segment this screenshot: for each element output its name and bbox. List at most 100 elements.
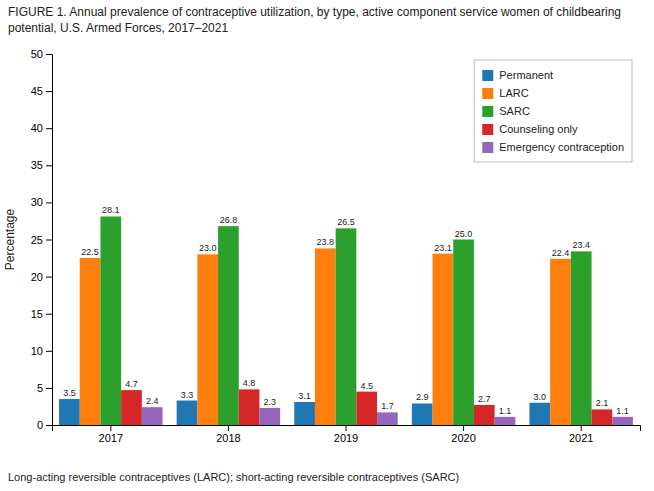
bar (356, 392, 377, 425)
legend-label: Permanent (499, 69, 553, 81)
y-tick-mark (46, 165, 52, 166)
x-tick: 2019 (334, 425, 358, 444)
data-label: 4.5 (360, 381, 373, 391)
legend-frame (474, 60, 632, 162)
y-tick-label: 5 (37, 382, 43, 394)
bar-series (121, 389, 612, 425)
bar (550, 259, 571, 425)
legend-swatch (482, 106, 493, 117)
x-tick: 2020 (451, 425, 475, 444)
x-tick: 2021 (569, 425, 593, 444)
x-tick-label: 2018 (216, 432, 240, 444)
bar (59, 399, 80, 425)
y-tick-mark (46, 314, 52, 315)
plot: 3.53.33.12.93.022.523.023.823.122.428.12… (31, 48, 641, 444)
title: FIGURE 1. Annual prevalence of contracep… (8, 5, 621, 35)
y-tick-label: 20 (31, 271, 43, 283)
bar (377, 412, 398, 425)
y-tick: 50 (31, 48, 52, 60)
legend: Permanent LARC SARC Counseling only Emergenc… (474, 60, 632, 162)
bar (474, 405, 495, 425)
data-label: 1.1 (616, 406, 629, 416)
y-tick: 30 (31, 196, 52, 208)
data-label: 26.8 (220, 215, 238, 225)
footnote: Long-acting reversible contraceptives (L… (8, 471, 459, 483)
bar (592, 409, 613, 425)
bar (259, 408, 280, 425)
data-label: 1.1 (499, 406, 512, 416)
bar (121, 390, 142, 425)
x-tick-mark (346, 425, 347, 431)
y-tick: 10 (31, 345, 52, 357)
y-tick: 35 (31, 159, 52, 171)
data-label: 3.3 (181, 390, 194, 400)
y-tick-mark (46, 91, 52, 92)
y-axis-title: Percentage (3, 208, 17, 270)
data-label: 22.5 (81, 247, 99, 257)
bar-series (80, 248, 571, 425)
y-tick-label: 30 (31, 196, 43, 208)
bar (142, 407, 163, 425)
bar (197, 254, 218, 425)
y-tick-mark (46, 202, 52, 203)
bar (571, 251, 592, 425)
legend-swatch (482, 124, 493, 135)
data-label: 2.1 (596, 398, 609, 408)
y-tick: 45 (31, 85, 52, 97)
y-tick-label: 45 (31, 85, 43, 97)
legend-swatch (482, 88, 493, 99)
bar (218, 226, 239, 425)
x-tick-label: 2020 (451, 432, 475, 444)
bar (294, 402, 315, 425)
bar (433, 254, 454, 425)
y-tick-mark (46, 54, 52, 55)
y-tick-mark (46, 240, 52, 241)
x-tick-mark (110, 425, 111, 431)
y-axis: 0 5 10 15 20 25 30 35 40 45 50 (31, 48, 53, 431)
bar (412, 403, 433, 425)
chart: FIGURE 1. Annual prevalence of contracep… (0, 0, 654, 491)
legend-item: SARC (482, 105, 530, 117)
bar (453, 240, 474, 426)
data-label: 22.4 (552, 248, 570, 258)
legend-item: Counseling only (482, 123, 578, 135)
data-label: 23.0 (199, 243, 217, 253)
y-tick-mark (46, 277, 52, 278)
bar (100, 216, 121, 425)
y-axis-line (46, 55, 53, 426)
data-label: 26.5 (337, 217, 355, 227)
y-tick-label: 35 (31, 159, 43, 171)
data-label: 2.4 (146, 396, 159, 406)
data-label: 4.7 (125, 379, 138, 389)
y-tick: 5 (37, 382, 52, 394)
x-tick-mark (228, 425, 229, 431)
y-tick: 25 (31, 234, 52, 246)
y-tick-label: 10 (31, 345, 43, 357)
data-label: 25.0 (455, 229, 473, 239)
y-tick-mark (46, 388, 52, 389)
legend-label: LARC (499, 87, 528, 99)
y-tick: 20 (31, 271, 52, 283)
legend-label: Counseling only (499, 123, 578, 135)
bar (495, 417, 516, 425)
bar (529, 403, 550, 425)
y-tick: 0 (37, 419, 52, 431)
data-label: 23.8 (317, 237, 335, 247)
y-tick: 15 (31, 308, 52, 320)
y-tick: 40 (31, 122, 52, 134)
data-label: 3.5 (63, 388, 76, 398)
y-tick-label: 40 (31, 122, 43, 134)
data-label: 3.1 (298, 391, 311, 401)
legend-item: Emergency contraception (482, 141, 624, 153)
data-label: 4.8 (243, 378, 256, 388)
x-axis-line (53, 426, 641, 432)
data-labels: 3.53.33.12.93.022.523.023.823.122.428.12… (63, 205, 629, 415)
x-tick: 2018 (216, 425, 240, 444)
bars (59, 216, 633, 425)
x-axis: 20172018201920202021 (53, 425, 641, 444)
data-label: 23.4 (572, 240, 590, 250)
data-label: 2.7 (478, 394, 491, 404)
x-tick-label: 2019 (334, 432, 358, 444)
x-tick-mark (581, 425, 582, 431)
bar (80, 258, 101, 425)
